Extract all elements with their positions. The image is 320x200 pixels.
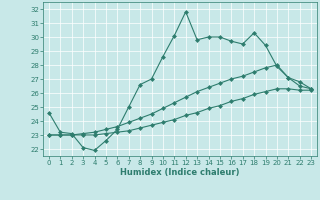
- X-axis label: Humidex (Indice chaleur): Humidex (Indice chaleur): [120, 168, 240, 177]
